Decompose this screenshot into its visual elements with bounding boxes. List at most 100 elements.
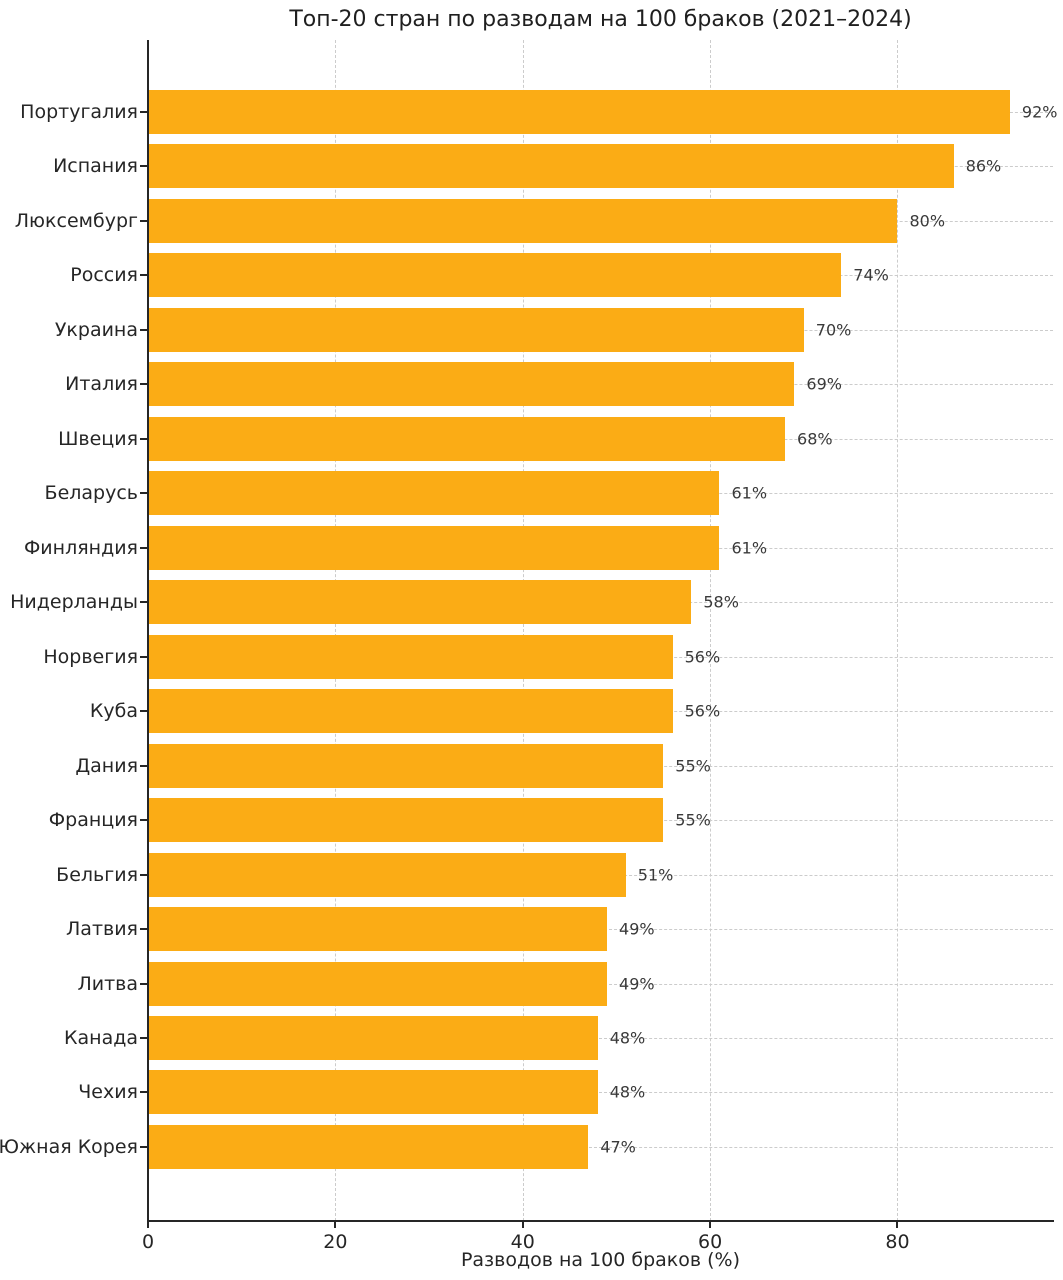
bar (148, 307, 804, 352)
bar (148, 798, 664, 843)
bar-row: Канада 48% (64, 1011, 1053, 1065)
bar (148, 1124, 589, 1169)
category-label: Южная Корея (0, 1135, 138, 1158)
y-tick-mark (140, 492, 148, 495)
bar (148, 525, 720, 570)
category-label: Франция (48, 809, 138, 832)
y-tick-mark (140, 219, 148, 222)
vertical-gridline (522, 40, 524, 1221)
y-tick-mark (140, 110, 148, 113)
value-label: 56% (684, 701, 721, 721)
bar-row: Норвегия 56% (43, 629, 1053, 683)
bar (148, 253, 842, 298)
y-tick-mark (140, 546, 148, 549)
category-label: Нидерланды (10, 591, 138, 614)
value-label: 55% (675, 756, 711, 776)
vertical-gridline (897, 40, 899, 1221)
x-tick-label: 20 (323, 1231, 348, 1253)
value-label: 58% (703, 592, 739, 612)
bar (148, 743, 664, 788)
bar (148, 144, 954, 189)
bar (148, 416, 786, 461)
bar-row: Финляндия 61% (24, 521, 1053, 575)
y-tick-mark (140, 710, 148, 713)
category-label: Испания (53, 155, 138, 178)
y-tick-mark (140, 274, 148, 277)
vertical-gridline (335, 40, 337, 1221)
value-label: 51% (637, 865, 674, 885)
y-tick-mark (140, 1091, 148, 1094)
value-label: 86% (965, 156, 1002, 176)
horizontal-gridline (148, 1092, 1053, 1094)
bar-row: Люксембург 80% (15, 194, 1053, 248)
y-tick-mark (140, 165, 148, 168)
x-tick-label: 60 (698, 1231, 723, 1253)
category-label: Бельгия (56, 863, 138, 886)
y-tick-mark (140, 873, 148, 876)
bar-row: Дания 55% (75, 738, 1053, 792)
y-tick-mark (140, 1145, 148, 1148)
category-label: Куба (89, 700, 138, 723)
x-tick-label: 40 (510, 1231, 535, 1253)
bar (148, 89, 1010, 134)
y-tick-mark (140, 819, 148, 822)
value-label: 49% (619, 919, 655, 939)
bar-row: Украина 70% (55, 303, 1053, 357)
horizontal-gridline (148, 1146, 1053, 1148)
x-tick-mark (896, 1221, 899, 1228)
x-axis-spine (147, 1220, 1054, 1222)
bar (148, 907, 608, 952)
value-label: 49% (619, 974, 655, 994)
bar-row: Португалия 92% (20, 85, 1057, 139)
category-label: Норвегия (43, 645, 138, 668)
category-label: Беларусь (44, 482, 138, 505)
x-tick-mark (147, 1221, 149, 1228)
bar-row: Франция 55% (49, 793, 1053, 847)
chart-title: Топ-20 стран по разводам на 100 браков (… (289, 7, 912, 32)
category-label: Россия (70, 264, 138, 287)
bar-row: Россия 74% (70, 248, 1053, 302)
value-label: 61% (731, 538, 768, 558)
y-tick-mark (140, 1036, 148, 1039)
category-label: Литва (77, 972, 138, 995)
value-label: 48% (609, 1082, 646, 1102)
y-tick-mark (140, 764, 148, 767)
value-label: 47% (600, 1137, 636, 1157)
bar (148, 580, 692, 625)
category-label: Финляндия (23, 536, 138, 559)
value-label: 61% (731, 483, 768, 503)
y-tick-mark (140, 601, 148, 604)
bar (148, 198, 898, 243)
bar (148, 634, 673, 679)
value-label: 48% (609, 1028, 646, 1048)
category-label: Италия (65, 373, 138, 396)
category-label: Украина (54, 318, 138, 341)
horizontal-gridline (148, 1037, 1053, 1039)
bar-row: Чехия 48% (78, 1065, 1053, 1119)
value-label: 55% (675, 810, 711, 830)
bar (148, 689, 673, 734)
x-tick-mark (334, 1221, 337, 1228)
x-tick-mark (709, 1221, 712, 1228)
bar (148, 1015, 598, 1060)
bar (148, 961, 608, 1006)
plot-area: 0 20 40 60 80 Португалия 92% Испания 86% (0, 40, 1057, 1253)
bar-row: Испания 86% (53, 139, 1053, 193)
y-tick-mark (140, 383, 148, 386)
category-label: Дания (75, 754, 138, 777)
value-label: 68% (797, 429, 833, 449)
y-tick-mark (140, 437, 148, 440)
y-axis-spine (147, 40, 149, 1221)
category-label: Люксембург (14, 209, 138, 232)
bar (148, 471, 720, 516)
x-tick-label: 80 (885, 1231, 910, 1253)
value-label: 80% (909, 211, 946, 231)
bar-row: Южная Корея 47% (0, 1120, 1053, 1174)
category-label: Португалия (20, 100, 138, 123)
bar (148, 1070, 598, 1115)
bar-row: Италия 69% (65, 357, 1053, 411)
bar-row: Латвия 49% (66, 902, 1053, 956)
value-label: 69% (806, 374, 842, 394)
value-label: 56% (684, 647, 721, 667)
